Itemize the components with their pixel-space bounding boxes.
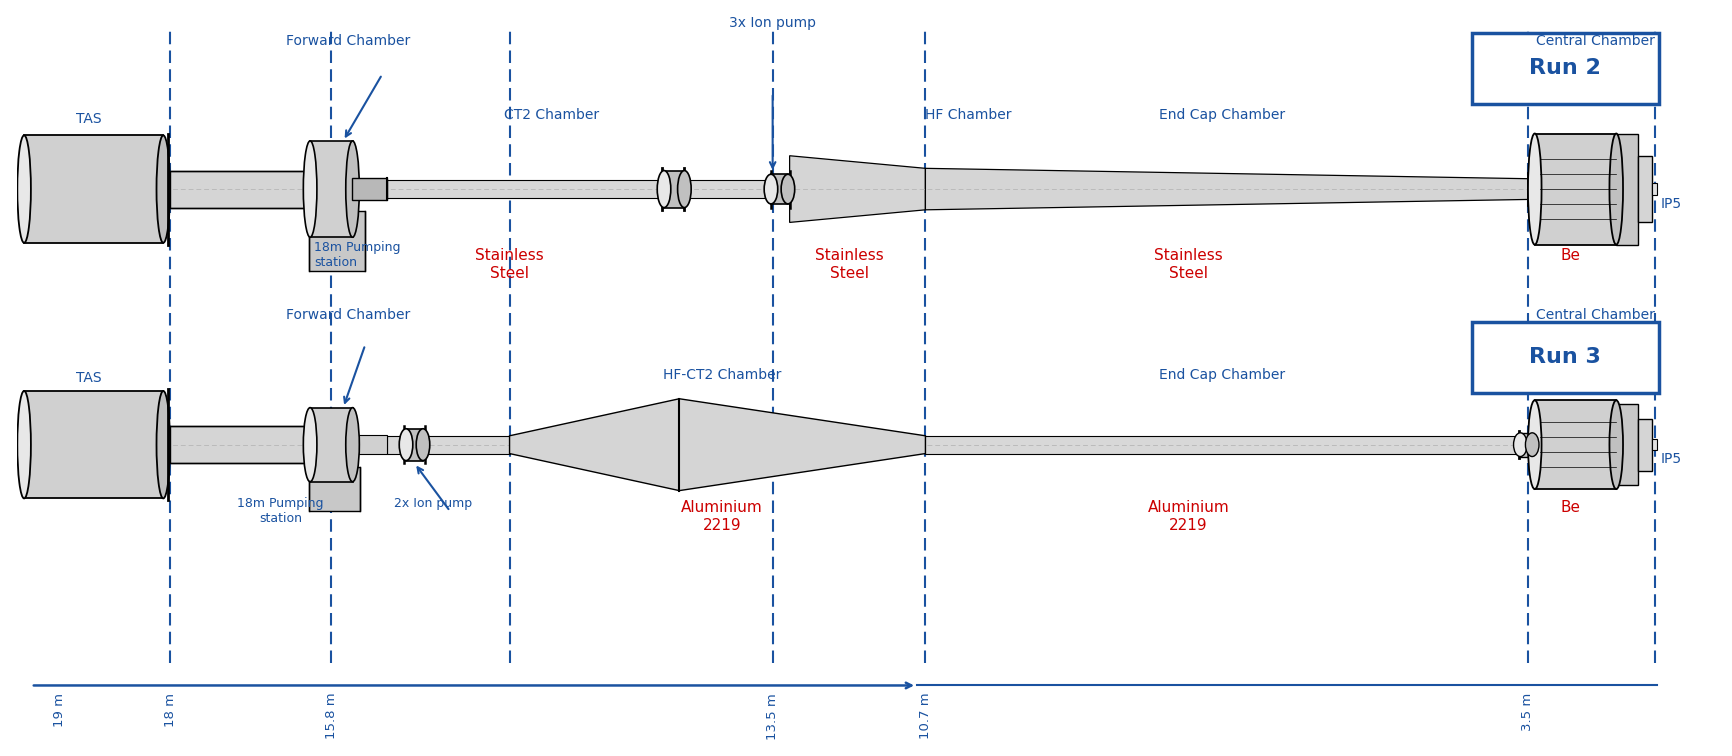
Bar bbox=[24, 135, 163, 243]
Text: CT2 Chamber: CT2 Chamber bbox=[504, 108, 599, 122]
Ellipse shape bbox=[1514, 433, 1528, 457]
Text: Forward Chamber: Forward Chamber bbox=[286, 308, 410, 323]
Bar bbox=[352, 178, 388, 200]
Bar bbox=[925, 435, 1519, 454]
Text: 19 m: 19 m bbox=[54, 692, 66, 727]
Bar bbox=[1616, 134, 1638, 245]
Bar bbox=[310, 141, 353, 237]
Ellipse shape bbox=[156, 135, 170, 243]
Bar bbox=[1535, 134, 1616, 245]
Bar bbox=[170, 171, 310, 208]
Text: End Cap Chamber: End Cap Chamber bbox=[1159, 367, 1285, 382]
Ellipse shape bbox=[398, 429, 412, 460]
Text: Aluminium
2219: Aluminium 2219 bbox=[1148, 500, 1230, 533]
FancyBboxPatch shape bbox=[1472, 33, 1659, 104]
Polygon shape bbox=[790, 156, 925, 222]
Text: 18 m: 18 m bbox=[163, 692, 177, 727]
Bar bbox=[388, 435, 404, 454]
Ellipse shape bbox=[1526, 433, 1540, 457]
Text: TAS: TAS bbox=[76, 371, 102, 386]
Bar bbox=[1638, 419, 1652, 470]
Text: Central Chamber: Central Chamber bbox=[1536, 34, 1656, 48]
Ellipse shape bbox=[346, 141, 359, 237]
Bar bbox=[684, 180, 771, 198]
Ellipse shape bbox=[677, 171, 691, 208]
Bar bbox=[1535, 400, 1616, 489]
Text: Be: Be bbox=[1561, 249, 1580, 263]
Bar bbox=[424, 435, 509, 454]
Text: HF-CT2 Chamber: HF-CT2 Chamber bbox=[663, 367, 781, 382]
Bar bbox=[24, 391, 163, 498]
Ellipse shape bbox=[1609, 134, 1623, 245]
Ellipse shape bbox=[781, 175, 795, 204]
Text: 3x Ion pump: 3x Ion pump bbox=[729, 16, 816, 29]
Text: Stainless
Steel: Stainless Steel bbox=[814, 249, 883, 280]
Text: Central Chamber: Central Chamber bbox=[1536, 308, 1656, 323]
Ellipse shape bbox=[303, 141, 317, 237]
Bar bbox=[310, 467, 360, 511]
Bar bbox=[352, 435, 388, 454]
Bar bbox=[310, 212, 365, 271]
Ellipse shape bbox=[1528, 400, 1541, 489]
FancyBboxPatch shape bbox=[1472, 323, 1659, 393]
Text: 18m Pumping
station: 18m Pumping station bbox=[315, 241, 400, 269]
Bar bbox=[1638, 156, 1652, 222]
Text: Forward Chamber: Forward Chamber bbox=[286, 34, 410, 48]
Text: 13.5 m: 13.5 m bbox=[766, 692, 779, 739]
Bar bbox=[771, 175, 788, 204]
Ellipse shape bbox=[416, 429, 430, 460]
Ellipse shape bbox=[1609, 400, 1623, 489]
Bar bbox=[405, 429, 423, 460]
Ellipse shape bbox=[1528, 134, 1541, 245]
Text: TAS: TAS bbox=[76, 112, 102, 126]
Ellipse shape bbox=[303, 407, 317, 482]
Bar bbox=[388, 180, 662, 198]
Bar bbox=[1521, 433, 1533, 457]
Bar bbox=[310, 407, 353, 482]
Text: 10.7 m: 10.7 m bbox=[920, 692, 932, 739]
Polygon shape bbox=[509, 398, 679, 491]
Text: HF Chamber: HF Chamber bbox=[925, 108, 1011, 122]
Text: Aluminium
2219: Aluminium 2219 bbox=[681, 500, 762, 533]
Ellipse shape bbox=[346, 407, 359, 482]
Text: Run 2: Run 2 bbox=[1529, 58, 1602, 79]
Ellipse shape bbox=[656, 171, 670, 208]
Ellipse shape bbox=[17, 391, 31, 498]
Text: End Cap Chamber: End Cap Chamber bbox=[1159, 108, 1285, 122]
Text: 18m Pumping
station: 18m Pumping station bbox=[237, 497, 324, 525]
Text: IP5: IP5 bbox=[1661, 197, 1682, 211]
Text: Run 3: Run 3 bbox=[1529, 347, 1602, 367]
Bar bbox=[663, 171, 684, 208]
Text: IP5: IP5 bbox=[1661, 453, 1682, 466]
Ellipse shape bbox=[156, 391, 170, 498]
Polygon shape bbox=[679, 398, 925, 491]
Bar bbox=[170, 426, 310, 463]
Text: 15.8 m: 15.8 m bbox=[326, 692, 338, 739]
Polygon shape bbox=[925, 169, 1528, 210]
Bar bbox=[1652, 183, 1658, 195]
Text: Stainless
Steel: Stainless Steel bbox=[475, 249, 544, 280]
Text: Stainless
Steel: Stainless Steel bbox=[1154, 249, 1223, 280]
Ellipse shape bbox=[764, 175, 778, 204]
Bar bbox=[1616, 404, 1638, 485]
Ellipse shape bbox=[17, 135, 31, 243]
Text: 2x Ion pump: 2x Ion pump bbox=[395, 497, 473, 510]
Text: Be: Be bbox=[1561, 500, 1580, 516]
Bar bbox=[1652, 439, 1658, 450]
Text: 3.5 m: 3.5 m bbox=[1521, 692, 1535, 731]
